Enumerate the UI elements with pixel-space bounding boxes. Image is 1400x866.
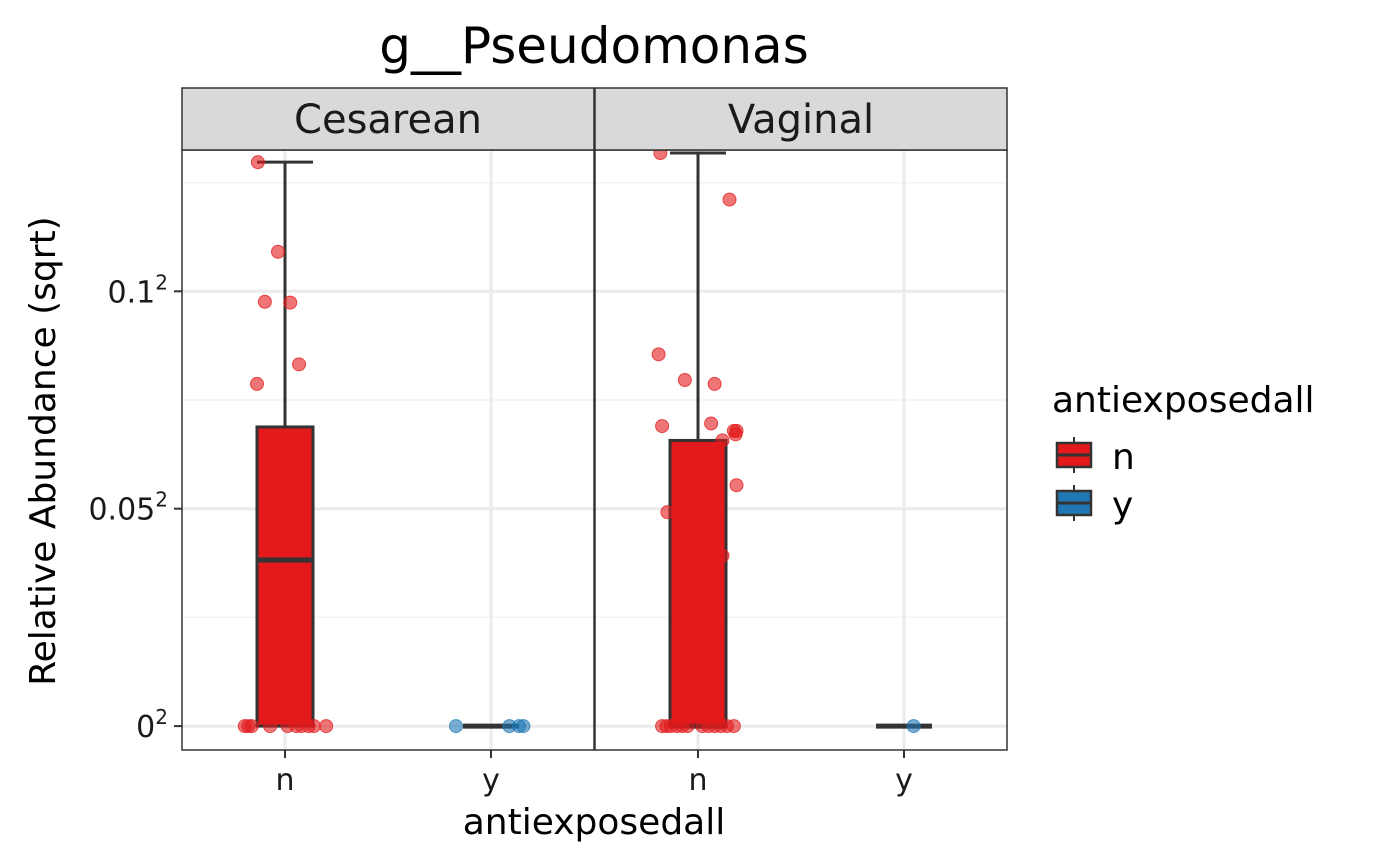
y-axis-title: Relative Abundance (sqrt): [23, 216, 64, 685]
y-tick-label: 02: [136, 705, 168, 745]
data-point: [715, 433, 730, 448]
data-point: [655, 419, 670, 434]
data-point: [680, 719, 695, 734]
data-point: [729, 478, 744, 493]
facet-cesarean: Cesarean n y: [181, 87, 595, 798]
data-point: [319, 719, 334, 734]
y-tick-label: 0.12: [108, 270, 168, 310]
data-point: [270, 244, 285, 259]
box-n: [668, 151, 728, 729]
data-point: [677, 373, 692, 387]
y-tick-label: 0.052: [88, 488, 168, 528]
strip-label: Vaginal: [728, 97, 874, 143]
data-point: [707, 376, 722, 391]
box-rect: [255, 425, 315, 728]
data-point: [906, 719, 921, 734]
data-point: [728, 427, 743, 442]
legend-title: antiexposedall: [1052, 380, 1315, 421]
data-point: [306, 719, 321, 734]
data-point: [291, 460, 306, 475]
box-n: [255, 160, 315, 728]
box-rect: [668, 438, 728, 728]
x-axis-title: antiexposedall: [463, 802, 726, 843]
data-point: [289, 435, 304, 450]
legend-item-y: y: [1055, 485, 1133, 526]
data-point: [516, 719, 531, 734]
legend-label: n: [1112, 437, 1135, 478]
facet-vaginal: Vaginal n y: [594, 87, 1008, 798]
data-point: [448, 719, 463, 734]
x-tick-label: n: [275, 763, 294, 798]
data-point: [244, 719, 259, 734]
data-point: [722, 192, 737, 207]
strip-label: Cesarean: [294, 97, 482, 143]
data-point: [257, 294, 272, 309]
data-point: [263, 719, 278, 734]
y-axis: 02 0.052 0.12: [88, 270, 182, 745]
data-point: [660, 505, 675, 520]
data-point: [715, 548, 730, 563]
x-tick-label: y: [895, 763, 913, 798]
chart-title: g__Pseudomonas: [379, 17, 809, 75]
x-tick-label: y: [482, 763, 500, 798]
data-point: [291, 565, 306, 580]
data-point: [651, 347, 666, 362]
panel-background: [182, 150, 594, 750]
data-point: [292, 357, 307, 372]
data-point: [283, 295, 298, 310]
strip-background: [181, 87, 595, 151]
facets-layer: Cesarean n y Vaginal n y: [181, 87, 1008, 798]
data-point: [726, 719, 741, 734]
data-point: [250, 155, 265, 170]
data-point: [249, 376, 264, 391]
strip-background: [594, 87, 1008, 151]
legend-label: y: [1112, 485, 1133, 526]
legend: antiexposedall ny: [1052, 380, 1315, 526]
panel-background: [595, 150, 1007, 750]
x-tick-label: n: [688, 763, 707, 798]
data-point: [704, 416, 719, 431]
legend-item-n: n: [1055, 437, 1135, 478]
data-point: [675, 536, 690, 551]
